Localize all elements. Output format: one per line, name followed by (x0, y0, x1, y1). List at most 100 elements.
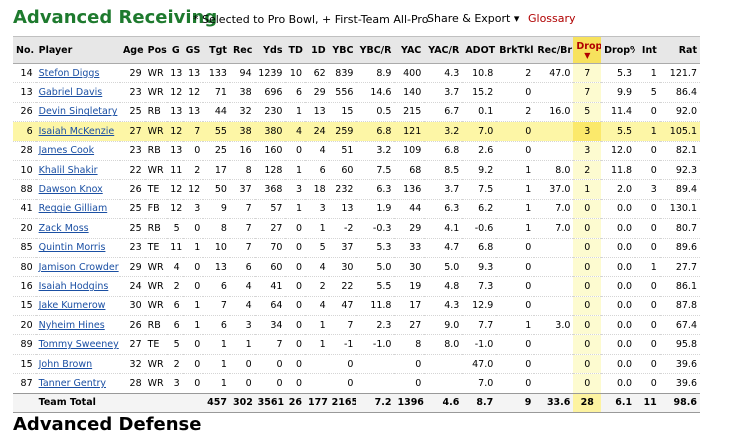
cell-1d: 3 (305, 199, 329, 220)
cell-ybc: -2 (328, 218, 357, 239)
cell-pos: WR (144, 82, 168, 103)
column-header-gs[interactable]: GS (182, 36, 204, 64)
share-export-menu[interactable]: Share & Export ▾ (427, 12, 520, 25)
cell-tgt: 6 (203, 276, 230, 297)
cell-adot: 7.0 (462, 121, 497, 142)
cell-brktkl: 0 (496, 296, 535, 317)
cell-tgt: 1 (203, 354, 230, 375)
column-header-yac[interactable]: YAC (394, 36, 425, 64)
cell-pos: WR (144, 121, 168, 142)
column-header-drop[interactable]: Drop ▼ (573, 36, 602, 64)
cell-int: 5 (635, 82, 660, 103)
player-link[interactable]: Tommy Sweeney (35, 334, 120, 355)
column-header-ybc-r[interactable]: YBC/R (356, 36, 395, 64)
cell-pos: WR (144, 257, 168, 278)
table-row: 15 Jake Kumerow 30 WR 6 1 7 4 64 0 4 47 11.8 17 4.3 12.… (13, 296, 700, 317)
cell-gs: 0 (182, 141, 204, 161)
cell-tgt: 13 (203, 257, 230, 278)
cell-yds: 57 (254, 199, 286, 220)
player-link[interactable]: Khalil Shakir (35, 160, 120, 181)
column-header-adot[interactable]: ADOT (462, 36, 497, 64)
cell-ybc-r: 8.9 (356, 63, 395, 84)
cell-yac-r: 6.3 (424, 199, 463, 220)
cell-age: 27 (119, 334, 145, 355)
cell-gs: 2 (182, 160, 204, 181)
cell-rec-br (534, 276, 574, 297)
column-header-g[interactable]: G (167, 36, 183, 64)
cell-pos: WR (144, 160, 168, 181)
column-header-td[interactable]: TD (285, 36, 306, 64)
cell-int: 0 (635, 354, 660, 375)
column-header-drop-[interactable]: Drop% (601, 36, 636, 64)
column-header-ybc[interactable]: YBC (328, 36, 357, 64)
player-link[interactable]: Devin Singletary (35, 102, 120, 123)
player-link[interactable]: Quintin Morris (35, 238, 120, 258)
column-header-int[interactable]: Int (635, 36, 660, 64)
player-link[interactable]: Isaiah McKenzie (35, 121, 120, 142)
cell-yac: 27 (394, 315, 425, 336)
cell-td: 1 (285, 199, 306, 220)
column-header-pos[interactable]: Pos (144, 36, 168, 64)
cell-ybc-r: 5.3 (356, 238, 395, 258)
player-link[interactable]: Dawson Knox (35, 179, 120, 200)
column-header-player[interactable]: Player (35, 36, 120, 64)
cell-yds: 0 (254, 354, 286, 375)
cell-ybc-r: 6.3 (356, 179, 395, 200)
cell-adot: 0.1 (462, 102, 497, 123)
column-header-rat[interactable]: Rat (659, 36, 700, 64)
pro-bowl-note: * Selected to Pro Bowl, + First-Team All… (193, 13, 429, 26)
player-link[interactable]: Zack Moss (35, 218, 120, 239)
column-header-rec[interactable]: Rec (229, 36, 255, 64)
player-link[interactable]: Stefon Diggs (35, 63, 120, 84)
sort-desc-icon: ▼ (584, 50, 591, 60)
cell-int: 0 (635, 218, 660, 239)
cell-int: 1 (635, 121, 660, 142)
cell-no-: 28 (13, 141, 36, 161)
cell-rec: 38 (229, 82, 255, 103)
cell-drop-: 0.0 (601, 238, 636, 258)
player-link[interactable]: Tanner Gentry (35, 373, 120, 394)
cell-rat: 89.4 (659, 179, 700, 200)
cell-pos: TE (144, 334, 168, 355)
column-header-rec-br[interactable]: Rec/Br (534, 36, 574, 64)
cell-pos: RB (144, 102, 168, 123)
cell-pos: TE (144, 238, 168, 258)
column-header-age[interactable]: Age (119, 36, 145, 64)
cell-int: 0 (635, 296, 660, 317)
player-link[interactable]: Nyheim Hines (35, 315, 120, 336)
player-link[interactable]: Reggie Gilliam (35, 199, 120, 220)
section-title: Advanced Receiving (13, 7, 218, 28)
player-link[interactable]: John Brown (35, 354, 120, 375)
cell-adot: 2.6 (462, 141, 497, 161)
cell-yds: 368 (254, 179, 286, 200)
cell-yac-r: 4.1 (424, 218, 463, 239)
cell-yac-r: 8.0 (424, 334, 463, 355)
next-section-title: Advanced Defense (13, 414, 202, 435)
cell-g: 11 (167, 160, 183, 181)
cell-brktkl: 0 (496, 141, 535, 161)
player-link[interactable]: Jake Kumerow (35, 296, 120, 317)
cell-rec-br (534, 82, 574, 103)
cell-brktkl: 0 (496, 373, 535, 394)
column-header-tgt[interactable]: Tgt (203, 36, 230, 64)
player-link[interactable]: James Cook (35, 141, 120, 161)
column-header-no-[interactable]: No. (13, 36, 36, 64)
cell-gs: 12 (182, 82, 204, 103)
player-link[interactable]: Isaiah Hodgins (35, 276, 120, 297)
column-header-brktkl[interactable]: BrkTkl (496, 36, 535, 64)
column-header-yac-r[interactable]: YAC/R (424, 36, 463, 64)
cell-rat: 87.8 (659, 296, 700, 317)
cell-adot: 9.2 (462, 160, 497, 181)
column-header-yds[interactable]: Yds (254, 36, 286, 64)
cell-drop-: 11.4 (601, 102, 636, 123)
cell-drop: 3 (573, 141, 602, 161)
column-header-1d[interactable]: 1D (305, 36, 329, 64)
cell-gs: 12 (182, 179, 204, 200)
cell-yds: 64 (254, 296, 286, 317)
glossary-link[interactable]: Glossary (528, 12, 576, 25)
player-link[interactable]: Gabriel Davis (35, 82, 120, 103)
table-row: 80 Jamison Crowder 29 WR 4 0 13 6 60 0 4 30 5.0 30 5.0… (13, 257, 700, 278)
total-cell-gs (182, 392, 204, 414)
player-link[interactable]: Jamison Crowder (35, 257, 120, 278)
cell-rec: 16 (229, 141, 255, 161)
